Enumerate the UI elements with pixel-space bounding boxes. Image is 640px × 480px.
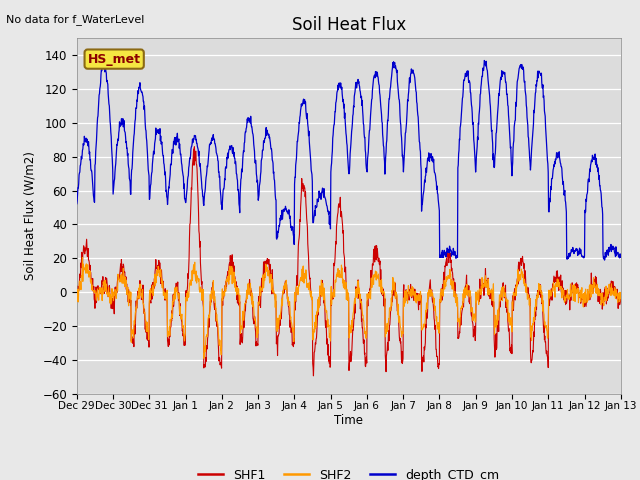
SHF1 bbox=[180, 334, 188, 339]
SHF2 bbox=[255, 299, 263, 305]
depth_CTD_cm bbox=[617, 254, 625, 260]
Legend: SHF1, SHF2, depth_CTD_cm: SHF1, SHF2, depth_CTD_cm bbox=[193, 464, 504, 480]
depth_CTD_cm bbox=[100, 57, 108, 63]
SHF1 bbox=[617, 299, 625, 304]
SHF2 bbox=[195, 276, 202, 282]
depth_CTD_cm bbox=[601, 257, 609, 263]
Text: HS_met: HS_met bbox=[88, 53, 141, 66]
SHF1 bbox=[505, 325, 513, 331]
SHF1 bbox=[434, 364, 442, 370]
Line: SHF2: SHF2 bbox=[77, 257, 621, 358]
X-axis label: Time: Time bbox=[334, 414, 364, 427]
SHF2 bbox=[79, 254, 86, 260]
depth_CTD_cm bbox=[505, 112, 513, 118]
SHF2 bbox=[505, 310, 513, 316]
depth_CTD_cm bbox=[73, 201, 81, 206]
Line: depth_CTD_cm: depth_CTD_cm bbox=[77, 60, 621, 260]
SHF2 bbox=[181, 333, 189, 339]
Line: SHF1: SHF1 bbox=[77, 147, 621, 376]
depth_CTD_cm bbox=[181, 195, 189, 201]
SHF1 bbox=[191, 144, 198, 150]
SHF1 bbox=[553, 280, 561, 286]
depth_CTD_cm bbox=[195, 146, 202, 152]
SHF2 bbox=[434, 325, 442, 331]
Text: No data for f_WaterLevel: No data for f_WaterLevel bbox=[6, 14, 145, 25]
SHF2 bbox=[73, 299, 81, 304]
SHF1 bbox=[310, 373, 317, 379]
SHF2 bbox=[617, 296, 625, 301]
SHF2 bbox=[200, 355, 207, 361]
SHF2 bbox=[553, 281, 561, 287]
Y-axis label: Soil Heat Flux (W/m2): Soil Heat Flux (W/m2) bbox=[24, 152, 36, 280]
Title: Soil Heat Flux: Soil Heat Flux bbox=[292, 16, 406, 34]
SHF1 bbox=[255, 302, 263, 308]
depth_CTD_cm bbox=[255, 192, 263, 198]
SHF1 bbox=[195, 196, 202, 202]
depth_CTD_cm bbox=[434, 191, 442, 196]
depth_CTD_cm bbox=[553, 150, 561, 156]
SHF1 bbox=[73, 286, 81, 292]
